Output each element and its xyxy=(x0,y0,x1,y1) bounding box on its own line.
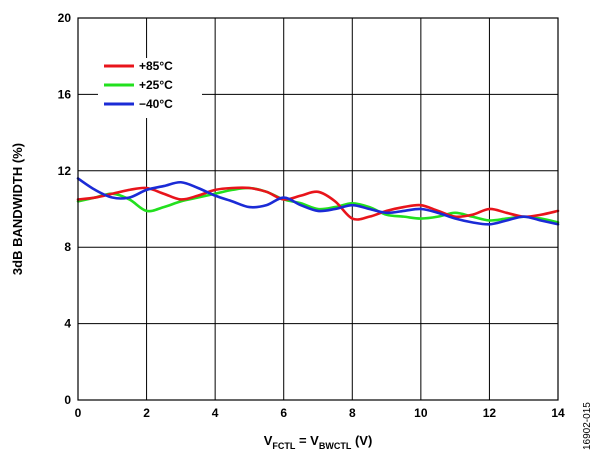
plot-frame xyxy=(77,17,559,401)
x-title-main: V xyxy=(264,433,273,448)
y-axis-title: 3dB BANDWIDTH (%) xyxy=(10,143,25,275)
legend-background xyxy=(98,58,202,118)
x-title-sub1: FCTL xyxy=(272,441,295,451)
x-title-mid: = V xyxy=(295,433,319,448)
y-tick-label-2: 8 xyxy=(64,240,71,254)
x-tick-label-2: 4 xyxy=(212,406,219,420)
legend-label-minus40c: −40°C xyxy=(139,97,173,111)
figure-id: 16902-015 xyxy=(582,402,593,450)
y-tick-label-4: 16 xyxy=(58,87,72,101)
series-line-25c xyxy=(76,186,560,224)
x-tick-label-5: 10 xyxy=(414,406,428,420)
y-tick-label-3: 12 xyxy=(58,164,72,178)
x-tick-label-6: 12 xyxy=(483,406,497,420)
x-axis-title: VFCTL = VBWCTL (V) xyxy=(264,433,373,451)
legend-label-25c: +25°C xyxy=(139,78,173,92)
x-tick-label-3: 6 xyxy=(280,406,287,420)
y-tick-label-5: 20 xyxy=(58,11,72,25)
y-tick-label-0: 0 xyxy=(64,393,71,407)
x-title-sub2: BWCTL xyxy=(319,441,352,451)
legend-label-85c: +85°C xyxy=(139,59,173,73)
series-lines xyxy=(76,177,560,226)
y-tick-labels: 0 4 8 12 16 20 xyxy=(58,11,72,407)
series-line-85c xyxy=(76,186,560,221)
x-title-tail: (V) xyxy=(351,433,372,448)
x-tick-label-1: 2 xyxy=(143,406,150,420)
series-line-minus40c xyxy=(76,177,560,226)
y-tick-label-1: 4 xyxy=(64,317,71,331)
x-tick-label-0: 0 xyxy=(75,406,82,420)
x-tick-label-7: 14 xyxy=(551,406,565,420)
legend: +85°C +25°C −40°C xyxy=(98,58,202,118)
x-tick-label-4: 8 xyxy=(349,406,356,420)
x-tick-labels: 0 2 4 6 8 10 12 14 xyxy=(75,406,565,420)
